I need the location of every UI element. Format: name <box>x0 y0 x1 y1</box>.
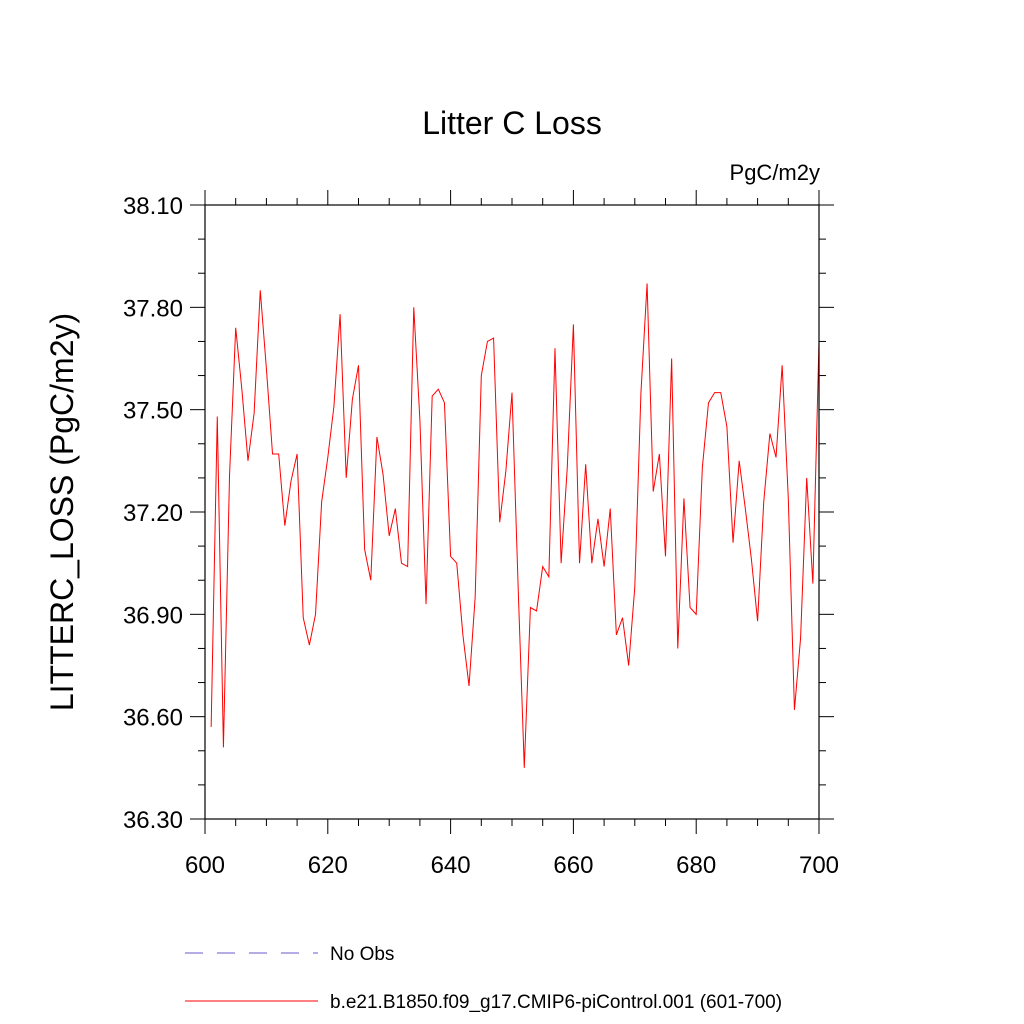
y-tick-label: 36.60 <box>123 705 183 732</box>
x-tick-label: 620 <box>308 852 348 879</box>
y-axis-label: LITTERC_LOSS (PgC/m2y) <box>44 313 80 711</box>
axis-ticks <box>190 190 834 834</box>
x-tick-label: 600 <box>185 852 225 879</box>
y-tick-label: 37.20 <box>123 500 183 527</box>
x-tick-label: 700 <box>799 852 839 879</box>
legend: No Obs b.e21.B1850.f09_g17.CMIP6-piContr… <box>185 944 782 1013</box>
y-tick-labels: 36.30 36.60 36.90 37.20 37.50 37.80 38.10 <box>123 193 183 834</box>
series-line-1 <box>210 283 820 768</box>
y-tick-label: 38.10 <box>123 193 183 220</box>
x-tick-label: 660 <box>553 852 593 879</box>
y-tick-label: 36.30 <box>123 807 183 834</box>
chart-title: Litter C Loss <box>422 105 602 141</box>
series-layer <box>210 283 820 768</box>
legend-label-no-obs: No Obs <box>330 944 394 965</box>
x-tick-labels: 600 620 640 660 680 700 <box>185 852 839 879</box>
units-label: PgC/m2y <box>730 160 820 185</box>
x-tick-label: 640 <box>431 852 471 879</box>
y-tick-label: 37.80 <box>123 295 183 322</box>
x-tick-label: 680 <box>676 852 716 879</box>
legend-label-model: b.e21.B1850.f09_g17.CMIP6-piControl.001 … <box>330 992 782 1013</box>
y-tick-label: 36.90 <box>123 602 183 629</box>
y-tick-label: 37.50 <box>123 398 183 425</box>
plot-frame <box>204 204 820 820</box>
